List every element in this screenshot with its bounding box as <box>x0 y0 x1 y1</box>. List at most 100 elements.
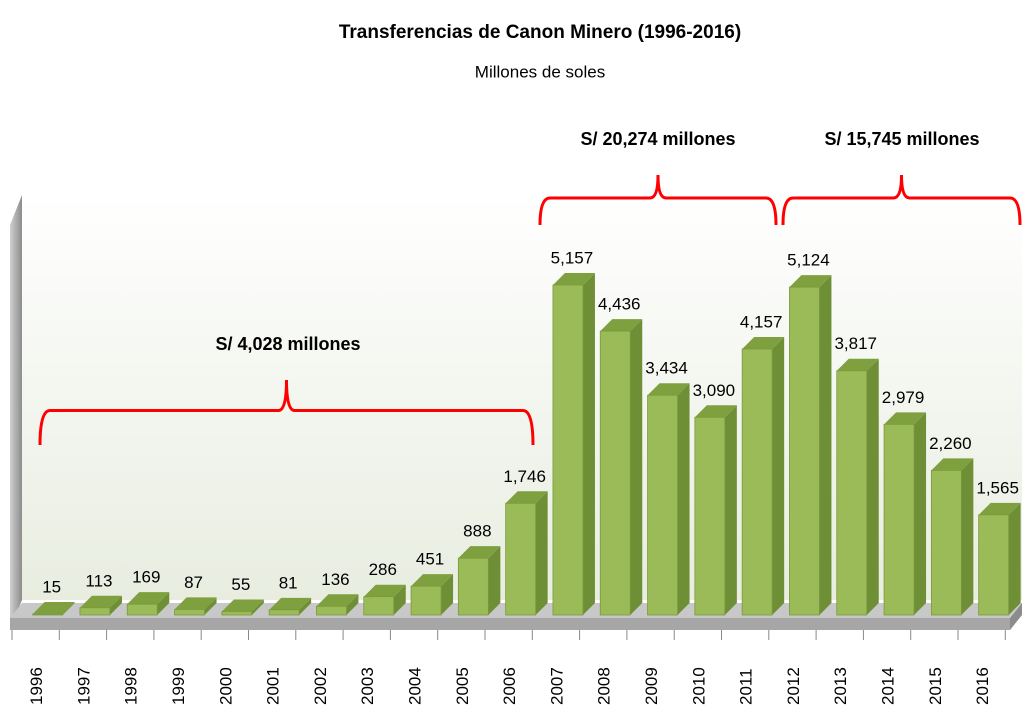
bracket <box>38 379 535 446</box>
x-tick-label: 2012 <box>784 667 803 705</box>
bar-top <box>552 273 595 285</box>
x-tick-label: 2009 <box>642 667 661 705</box>
bracket <box>538 174 778 226</box>
bar <box>741 348 773 616</box>
data-label: 888 <box>463 522 491 541</box>
bar-side <box>157 592 170 615</box>
bar <box>883 423 915 616</box>
bar <box>79 607 111 616</box>
x-tick-label: 2010 <box>689 667 708 705</box>
bar <box>647 394 678 616</box>
annotation: S/ 15,745 millones <box>824 129 979 149</box>
side-wall <box>10 195 22 630</box>
bar-side <box>346 594 359 615</box>
bar <box>457 557 489 616</box>
bar-top <box>221 599 264 612</box>
bar-top <box>32 602 75 615</box>
bar <box>978 514 1010 616</box>
bar-side <box>914 412 927 615</box>
x-tick-label: 2000 <box>216 667 235 705</box>
data-label: 5,124 <box>787 251 830 270</box>
x-tick-label: 2003 <box>358 667 377 705</box>
bracket <box>781 174 1022 226</box>
bar <box>32 613 64 616</box>
x-tick-label: 2005 <box>453 667 472 705</box>
data-label: 15 <box>42 578 61 597</box>
bar-side <box>488 546 501 615</box>
bar-top <box>978 502 1021 515</box>
x-tick-label: 2014 <box>879 667 898 705</box>
x-tick-label: 1999 <box>169 667 188 705</box>
x-tick-label: 2008 <box>595 667 614 705</box>
data-label: 2,260 <box>929 434 972 453</box>
data-label: 1,746 <box>503 467 546 486</box>
chart-title: Transferencias de Canon Minero (1996-201… <box>339 22 741 43</box>
bar-side <box>204 597 217 615</box>
x-tick-label: 2002 <box>311 667 330 705</box>
bar-top <box>505 491 548 504</box>
bar-side <box>866 358 879 615</box>
bar-top <box>694 405 737 418</box>
data-label: 3,434 <box>645 359 688 378</box>
data-label: 3,090 <box>693 381 736 400</box>
floor-side <box>1010 603 1022 630</box>
data-label: 5,157 <box>551 248 594 267</box>
bar <box>268 609 300 616</box>
data-label: 2,979 <box>882 388 925 407</box>
bar-top <box>174 597 217 610</box>
bar-top <box>742 336 785 349</box>
data-label: 286 <box>369 560 397 579</box>
bar-top <box>269 597 312 610</box>
bar-side <box>961 458 974 615</box>
x-tick-label: 2015 <box>926 667 945 705</box>
data-label: 87 <box>184 573 203 592</box>
bar <box>599 330 631 616</box>
bar-top <box>458 546 501 559</box>
bar-side <box>677 383 690 615</box>
x-tick-label: 1997 <box>74 667 93 705</box>
x-tick-label: 1996 <box>27 667 46 705</box>
x-tick-label: 2007 <box>547 667 566 705</box>
bar <box>363 596 395 616</box>
bar-side <box>772 336 785 615</box>
bar-side <box>62 602 75 615</box>
bar <box>789 286 820 616</box>
bar-side <box>630 319 643 615</box>
bar-side <box>724 405 737 615</box>
bar <box>221 611 253 616</box>
bar-top <box>789 275 832 288</box>
bar-top <box>647 383 690 396</box>
bar-side <box>582 273 595 615</box>
data-label: 4,436 <box>598 295 641 314</box>
data-label: 451 <box>416 550 444 569</box>
x-tick-label: 1998 <box>122 667 141 705</box>
bar-top <box>884 412 927 425</box>
x-tick-label: 2013 <box>831 667 850 705</box>
bar-side <box>299 597 312 615</box>
bar-top <box>79 595 122 608</box>
bar <box>930 469 962 616</box>
bar-top <box>411 574 454 587</box>
x-tick-label: 2016 <box>973 667 992 705</box>
x-tick-label: 2011 <box>737 668 756 705</box>
bar <box>174 609 205 616</box>
bar <box>836 370 868 616</box>
x-tick-label: 2004 <box>406 667 425 705</box>
bar <box>552 284 584 616</box>
floor-edge <box>10 618 1010 630</box>
bar <box>505 502 537 616</box>
bar-side <box>393 584 406 615</box>
annotation: S/ 20,274 millones <box>580 129 735 149</box>
data-label: 169 <box>132 568 160 587</box>
bar-top <box>931 458 974 471</box>
data-label: 55 <box>231 575 250 594</box>
data-label: 81 <box>279 573 298 592</box>
bar-top <box>836 358 879 371</box>
bar-top <box>363 584 406 597</box>
chart-subtitle: Millones de soles <box>475 62 605 81</box>
bar <box>694 416 726 616</box>
bar-side <box>251 599 264 615</box>
bar-side <box>535 491 548 615</box>
data-label: 3,817 <box>834 334 877 353</box>
data-label: 4,157 <box>740 312 783 331</box>
